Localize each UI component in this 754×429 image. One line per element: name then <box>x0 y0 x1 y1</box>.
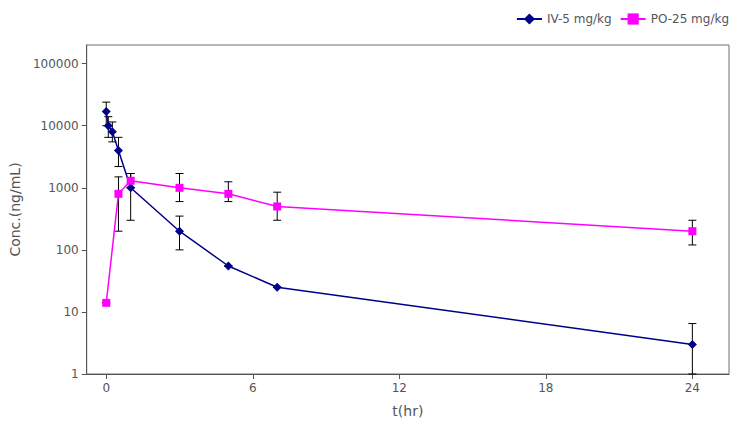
svg-text:10: 10 <box>63 305 78 319</box>
svg-text:100000: 100000 <box>33 57 79 71</box>
svg-text:IV-5 mg/kg: IV-5 mg/kg <box>547 12 612 26</box>
svg-text:100: 100 <box>56 243 79 257</box>
svg-text:PO-25 mg/kg: PO-25 mg/kg <box>651 12 729 26</box>
svg-text:t(hr): t(hr) <box>392 403 423 419</box>
svg-text:12: 12 <box>392 381 407 395</box>
svg-text:Conc.(ng/mL): Conc.(ng/mL) <box>7 162 23 256</box>
svg-text:1: 1 <box>71 367 79 381</box>
svg-text:24: 24 <box>685 381 700 395</box>
svg-text:18: 18 <box>538 381 553 395</box>
svg-text:10000: 10000 <box>41 119 79 133</box>
svg-text:6: 6 <box>249 381 257 395</box>
svg-text:1000: 1000 <box>48 181 79 195</box>
svg-text:0: 0 <box>102 381 110 395</box>
